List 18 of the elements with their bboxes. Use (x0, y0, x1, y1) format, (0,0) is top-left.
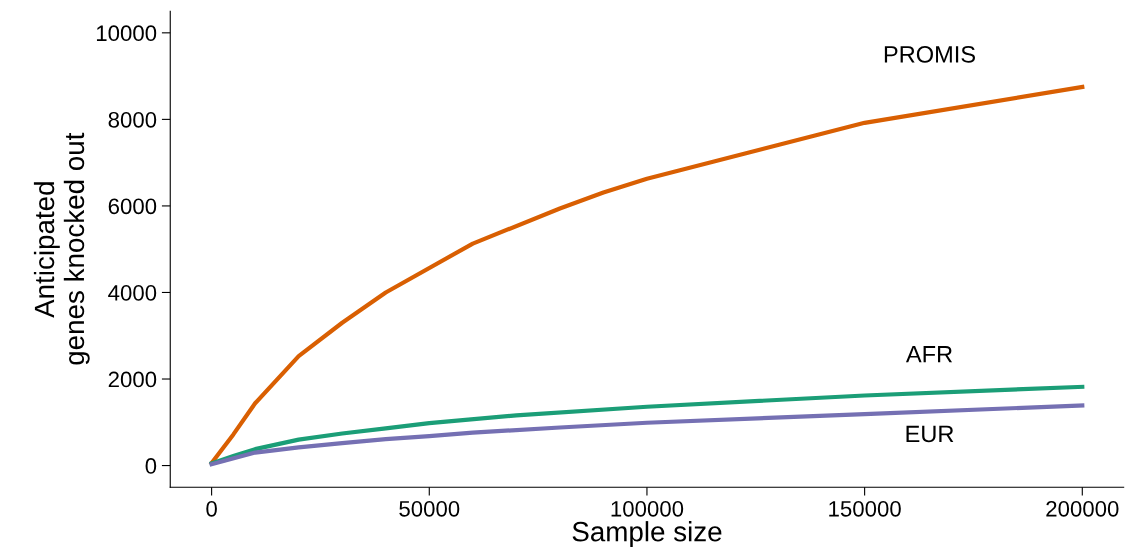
y-tick-label: 0 (145, 458, 157, 474)
x-tick-label: 0 (206, 500, 217, 517)
y-axis-title: Anticipated genes knocked out (33, 132, 90, 365)
y-tick-label: 4000 (108, 285, 157, 301)
x-tick-label: 150000 (829, 500, 901, 517)
y-tick-label: 10000 (96, 25, 157, 42)
x-axis-title: Sample size (572, 521, 722, 547)
series-label: EUR (906, 425, 954, 443)
series-label: AFR (905, 346, 953, 363)
line-series (209, 384, 1085, 466)
x-tick-label: 50000 (399, 500, 460, 517)
y-tick-label: 6000 (108, 198, 157, 215)
x-tick-label: 200000 (1046, 500, 1119, 517)
line-series (209, 403, 1085, 467)
y-tick-label: 2000 (108, 371, 157, 388)
y-tick-label: 8000 (108, 111, 157, 128)
series-label: PROMIS (884, 45, 975, 63)
x-tick-label: 100000 (611, 500, 684, 517)
